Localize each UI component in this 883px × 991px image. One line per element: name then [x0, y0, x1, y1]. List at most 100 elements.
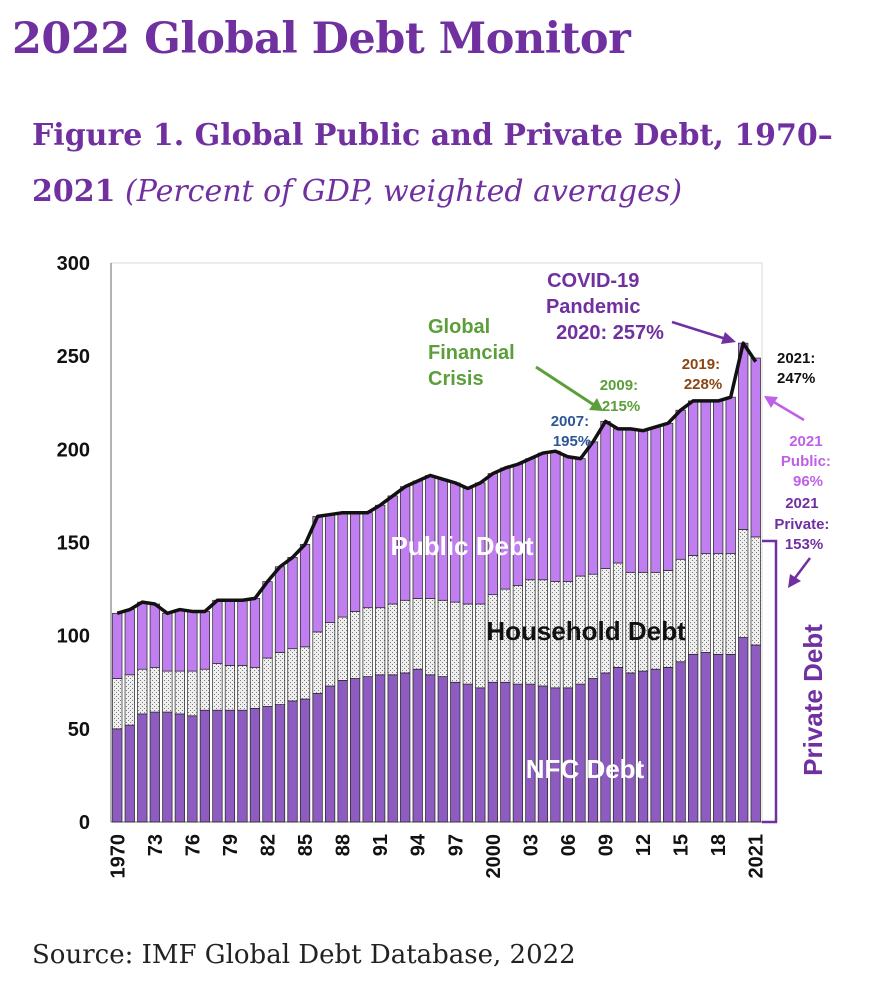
x-tick-label: 97 — [445, 834, 467, 856]
household-bar — [262, 657, 273, 707]
household-bar — [362, 607, 373, 678]
nfc-bar — [124, 724, 135, 823]
public-bar — [287, 557, 298, 650]
public-bar — [675, 409, 686, 560]
public-debt-label: Public Debt — [390, 531, 533, 561]
nfc-bar — [337, 680, 348, 823]
x-tick-label: 73 — [145, 834, 167, 856]
household-bar — [274, 652, 286, 705]
household-bar — [162, 670, 173, 713]
x-tick-label: 85 — [295, 834, 317, 856]
household-bar — [700, 553, 711, 653]
x-tick-label: 09 — [596, 834, 618, 856]
public-bar — [587, 441, 599, 575]
household-bar — [475, 603, 486, 689]
covid-line-1: COVID-19 — [547, 270, 639, 292]
y2009-line-2: 215% — [602, 398, 640, 415]
public-bar — [124, 609, 135, 676]
public-bar — [312, 516, 323, 633]
nfc-bar — [187, 715, 198, 823]
public-bar — [700, 400, 711, 555]
household-bar — [249, 666, 261, 709]
gfc-annotation: Global Financial Crisis — [428, 316, 520, 390]
household-bar — [137, 668, 148, 715]
private-2021-arrow — [794, 557, 811, 579]
public-bar — [525, 458, 536, 581]
public-bar — [713, 400, 724, 555]
household-bar — [312, 631, 323, 694]
y2021-total-line-2: 247% — [777, 370, 815, 387]
x-tick-label: 76 — [182, 834, 204, 856]
household-bar — [375, 607, 386, 676]
figure-caption: Figure 1. Global Public and Private Debt… — [32, 108, 872, 220]
y-tick-label: 100 — [57, 626, 90, 648]
x-tick-label: 18 — [708, 834, 730, 856]
y-tick-label: 50 — [68, 719, 90, 741]
covid-arrowhead — [721, 332, 736, 344]
x-tick-label: 2000 — [483, 834, 505, 879]
x-tick-label: 91 — [370, 834, 392, 856]
nfc-bar — [287, 700, 298, 823]
nfc-bar — [375, 674, 386, 823]
public-bar — [537, 452, 549, 581]
y-tick-label: 250 — [57, 346, 90, 368]
chart-total-line — [116, 341, 758, 616]
gfc-arrowhead — [589, 398, 603, 411]
household-bar — [124, 674, 135, 726]
nfc-bar — [450, 681, 461, 823]
public-bar — [137, 601, 148, 670]
nfc-bar — [475, 687, 486, 823]
y2019-line-1: 2019: — [682, 356, 720, 373]
x-tick-label: 88 — [333, 834, 355, 856]
household-bar — [725, 553, 736, 655]
nfc-bar — [688, 653, 699, 823]
y-tick-label: 150 — [57, 533, 90, 555]
figure-caption-line1: Figure 1. Global Public and Private Debt… — [32, 118, 833, 153]
page-title: 2022 Global Debt Monitor — [12, 14, 631, 64]
x-tick-label: 79 — [220, 834, 242, 856]
nfc-bar — [199, 709, 210, 823]
public-bar — [274, 566, 286, 653]
household-bar — [324, 622, 336, 687]
y2021-public-line-1: 2021 — [789, 433, 822, 450]
public-bar — [362, 512, 373, 609]
public-bar — [237, 599, 248, 666]
public-bar — [249, 598, 261, 668]
public-bar — [174, 609, 185, 672]
nfc-bar — [587, 678, 599, 823]
y2007-annotation: 2007: 195% — [551, 413, 594, 450]
nfc-bar — [400, 672, 411, 823]
household-bar — [400, 599, 411, 674]
household-bar — [412, 598, 423, 670]
y2021-public-line-3: 96% — [793, 473, 823, 490]
nfc-bar — [612, 666, 624, 823]
household-bar — [187, 670, 198, 717]
nfc-bar — [462, 683, 473, 823]
chart-axes: 0 50 100 150 200 250 300 1970 73 76 79 82 85 88 91 94 97… — [57, 253, 768, 879]
nfc-bar — [637, 670, 649, 823]
nfc-bar — [387, 674, 398, 823]
public-bar — [738, 342, 749, 530]
public-bar — [112, 612, 123, 679]
public-bar — [600, 421, 611, 569]
nfc-bar — [274, 704, 286, 823]
public-bar — [637, 430, 649, 573]
public-bar — [199, 611, 210, 670]
household-bar — [112, 678, 123, 730]
covid-arrow — [671, 320, 727, 341]
y2007-line-2: 195% — [553, 433, 591, 450]
public-bar — [262, 581, 273, 659]
nfc-debt-label: NFC Debt — [526, 754, 645, 784]
nfc-bar — [750, 644, 761, 823]
nfc-bar — [362, 676, 373, 823]
household-bar — [212, 663, 223, 711]
nfc-bar — [299, 698, 311, 823]
nfc-bar — [600, 672, 611, 823]
nfc-bar — [112, 728, 123, 823]
public-bar — [688, 400, 699, 556]
nfc-bar — [149, 711, 160, 823]
household-bar — [287, 648, 298, 702]
household-bar — [437, 599, 448, 678]
nfc-bar — [700, 652, 711, 823]
public-bar — [187, 611, 198, 672]
